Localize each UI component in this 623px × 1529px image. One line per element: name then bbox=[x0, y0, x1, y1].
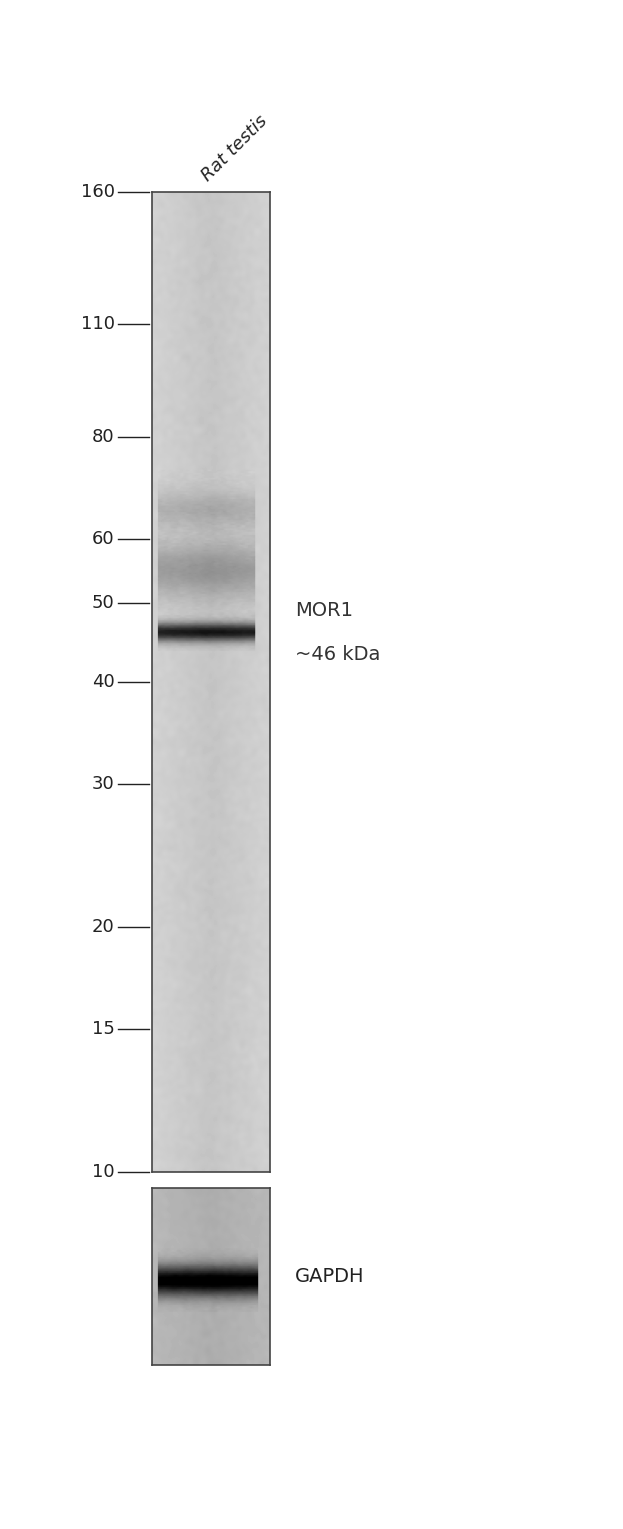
Text: 15: 15 bbox=[92, 1020, 115, 1038]
Text: 160: 160 bbox=[80, 183, 115, 200]
Text: 20: 20 bbox=[92, 917, 115, 936]
Text: 60: 60 bbox=[92, 529, 115, 547]
Text: ~46 kDa: ~46 kDa bbox=[295, 645, 380, 664]
Text: 50: 50 bbox=[92, 595, 115, 612]
Text: 30: 30 bbox=[92, 775, 115, 792]
Text: GAPDH: GAPDH bbox=[295, 1268, 364, 1286]
Text: 110: 110 bbox=[80, 315, 115, 333]
Text: 80: 80 bbox=[92, 428, 115, 446]
Text: MOR1: MOR1 bbox=[295, 601, 353, 621]
Text: 40: 40 bbox=[92, 673, 115, 691]
Text: 10: 10 bbox=[92, 1164, 115, 1180]
Text: Rat testis: Rat testis bbox=[198, 112, 271, 185]
